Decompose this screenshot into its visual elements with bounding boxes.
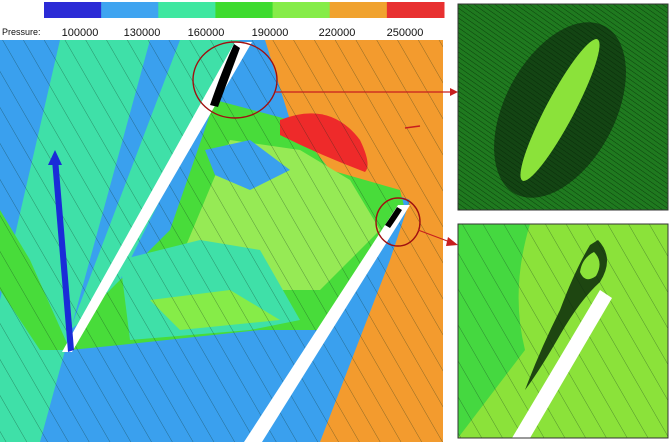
inset-recirculation-detail — [458, 224, 668, 438]
leader-arrow-bottom — [417, 229, 451, 243]
legend-swatch — [386, 2, 445, 18]
recirculation-core — [580, 252, 600, 280]
inset-blade — [512, 290, 612, 438]
legend-tick-5: 220000 — [319, 27, 356, 39]
legend-title: Pressure: — [2, 27, 41, 37]
pressure-legend: Pressure: 100000 130000 160000 190000 22… — [2, 2, 445, 39]
inset-recirculation-frame — [457, 223, 669, 439]
blade-lower — [244, 205, 410, 442]
leader-arrowhead-top — [450, 88, 458, 96]
velocity-vector — [52, 158, 74, 352]
blade-upper — [62, 42, 252, 352]
inset-mesh-frame — [457, 3, 669, 211]
blade-lower-edge — [385, 207, 402, 228]
legend-swatch — [44, 2, 102, 18]
leader-arrowhead-bottom — [446, 237, 458, 246]
legend-swatch — [158, 2, 216, 18]
legend-swatch — [272, 2, 331, 18]
small-annotation-arrow — [404, 125, 421, 129]
legend-swatch — [215, 2, 274, 18]
blade-upper-edge — [210, 44, 240, 107]
legend-tick-6: 250000 — [387, 27, 424, 39]
inset-mesh-detail — [458, 4, 668, 210]
legend-color-bar — [44, 2, 445, 18]
leading-edge-callout-circle — [192, 41, 278, 119]
trailing-edge-callout-circle — [375, 197, 421, 247]
legend-tick-3: 160000 — [188, 27, 225, 39]
legend-tick-2: 130000 — [124, 27, 161, 39]
main-contour-plot — [0, 40, 443, 442]
streamlines — [0, 40, 443, 442]
legend-swatch — [329, 2, 388, 18]
legend-tick-1: 100000 — [62, 27, 99, 39]
legend-swatch — [101, 2, 159, 18]
inset-streamlines — [458, 224, 668, 438]
airfoil-section — [520, 39, 600, 181]
legend-tick-4: 190000 — [252, 27, 289, 39]
velocity-vector-head — [48, 150, 62, 165]
